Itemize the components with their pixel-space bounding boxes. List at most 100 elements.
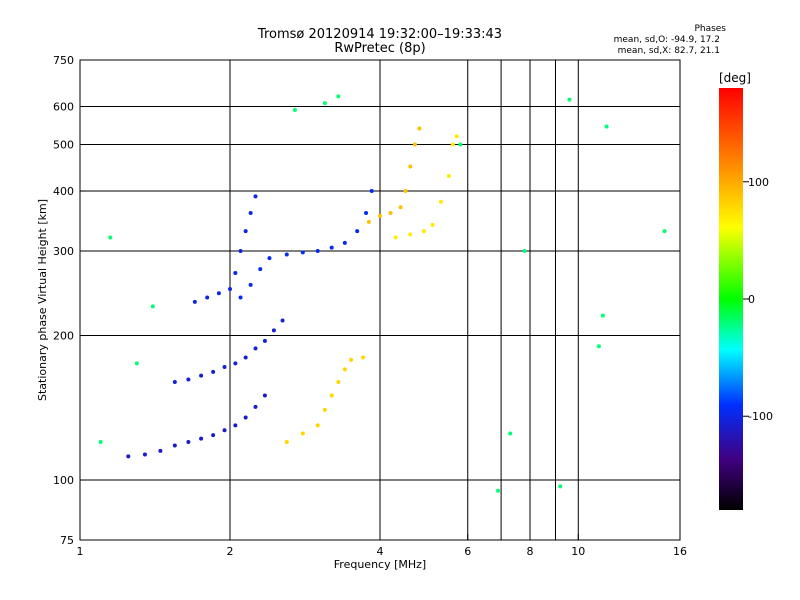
data-point bbox=[417, 126, 422, 131]
y-tick-label: 750 bbox=[53, 54, 74, 67]
y-axis-label: Stationary phase Virtual Height [km] bbox=[36, 199, 49, 401]
colorbar-tick-label: -100 bbox=[748, 410, 773, 423]
data-point bbox=[454, 134, 459, 139]
data-point bbox=[388, 211, 393, 216]
data-point bbox=[403, 189, 408, 194]
data-point bbox=[216, 291, 221, 296]
data-point bbox=[258, 267, 263, 272]
data-point bbox=[408, 232, 413, 237]
data-point bbox=[315, 249, 320, 254]
data-point bbox=[262, 393, 267, 398]
data-point bbox=[364, 211, 369, 216]
data-point bbox=[253, 404, 258, 409]
data-point bbox=[342, 240, 347, 245]
x-tick-label: 6 bbox=[464, 545, 471, 558]
data-point bbox=[522, 249, 527, 254]
stats-x-mode: mean, sd,X: 82.7, 21.1 bbox=[617, 46, 720, 56]
data-point bbox=[243, 355, 248, 360]
data-point bbox=[228, 287, 232, 292]
x-tick-label: 8 bbox=[527, 545, 534, 558]
data-point bbox=[186, 377, 191, 382]
data-point bbox=[158, 448, 163, 453]
x-tick-label: 16 bbox=[673, 545, 687, 558]
data-point bbox=[233, 270, 238, 275]
data-point bbox=[558, 484, 563, 489]
data-point bbox=[243, 415, 248, 420]
data-point bbox=[508, 431, 513, 436]
y-tick-label: 200 bbox=[53, 330, 74, 343]
data-point bbox=[238, 249, 243, 254]
data-point bbox=[336, 380, 341, 385]
data-point bbox=[292, 108, 297, 113]
data-point bbox=[186, 440, 191, 445]
data-point bbox=[450, 142, 455, 147]
data-point bbox=[322, 407, 327, 412]
data-point bbox=[342, 367, 347, 372]
data-point bbox=[253, 346, 258, 351]
x-axis-label: Frequency [MHz] bbox=[334, 558, 426, 571]
x-tick-label: 4 bbox=[377, 545, 384, 558]
colorbar bbox=[719, 88, 743, 510]
data-point bbox=[438, 199, 443, 204]
data-point bbox=[421, 229, 426, 234]
x-tick-label: 10 bbox=[571, 545, 585, 558]
data-point bbox=[393, 235, 398, 240]
data-point bbox=[600, 313, 605, 318]
data-point bbox=[567, 97, 572, 102]
data-point bbox=[172, 443, 177, 448]
data-point bbox=[361, 355, 366, 360]
data-point bbox=[458, 142, 463, 147]
data-point bbox=[408, 164, 413, 169]
x-tick-label: 2 bbox=[227, 545, 234, 558]
data-point bbox=[108, 235, 113, 240]
data-point bbox=[262, 338, 267, 343]
data-point bbox=[98, 440, 103, 445]
data-point bbox=[238, 295, 243, 300]
data-point bbox=[349, 357, 354, 362]
data-point bbox=[329, 245, 334, 250]
chart-title: Tromsø 20120914 19:32:00–19:33:43 bbox=[257, 27, 503, 42]
colorbar-label: [deg] bbox=[719, 71, 751, 85]
data-point bbox=[233, 423, 238, 428]
data-point bbox=[322, 101, 327, 106]
data-point bbox=[134, 361, 139, 366]
data-point bbox=[398, 205, 403, 210]
colorbar-tick-label: 0 bbox=[748, 293, 755, 306]
y-tick-label: 75 bbox=[60, 534, 74, 547]
data-point bbox=[662, 229, 667, 234]
data-point bbox=[284, 440, 289, 445]
data-point bbox=[446, 173, 451, 178]
data-point bbox=[248, 282, 253, 287]
data-point bbox=[222, 364, 227, 369]
y-tick-label: 400 bbox=[53, 185, 74, 198]
stats-heading: Phases bbox=[694, 24, 726, 34]
data-point bbox=[366, 219, 371, 224]
y-tick-label: 100 bbox=[53, 474, 74, 487]
data-point bbox=[412, 142, 417, 147]
colorbar-tick-label: 100 bbox=[748, 176, 769, 189]
data-point bbox=[336, 94, 341, 99]
y-tick-label: 600 bbox=[53, 101, 74, 114]
y-tick-label: 500 bbox=[53, 139, 74, 152]
data-point bbox=[604, 124, 609, 129]
data-point bbox=[596, 344, 601, 349]
data-point bbox=[211, 433, 216, 438]
data-point bbox=[267, 256, 272, 261]
data-point bbox=[199, 373, 204, 378]
data-point bbox=[329, 393, 334, 398]
data-point bbox=[378, 213, 382, 218]
data-point bbox=[126, 454, 131, 459]
data-point bbox=[211, 369, 216, 374]
data-point bbox=[199, 436, 204, 441]
x-tick-label: 1 bbox=[77, 545, 84, 558]
data-point bbox=[150, 304, 155, 309]
data-point bbox=[222, 428, 227, 433]
data-point bbox=[369, 189, 374, 194]
data-point bbox=[142, 452, 147, 457]
chart-subtitle: RwPretec (8p) bbox=[334, 41, 426, 56]
data-point bbox=[271, 328, 276, 333]
stats-o-mode: mean, sd,O: -94.9, 17.2 bbox=[613, 35, 720, 45]
data-point bbox=[430, 222, 435, 227]
data-point bbox=[172, 380, 177, 385]
